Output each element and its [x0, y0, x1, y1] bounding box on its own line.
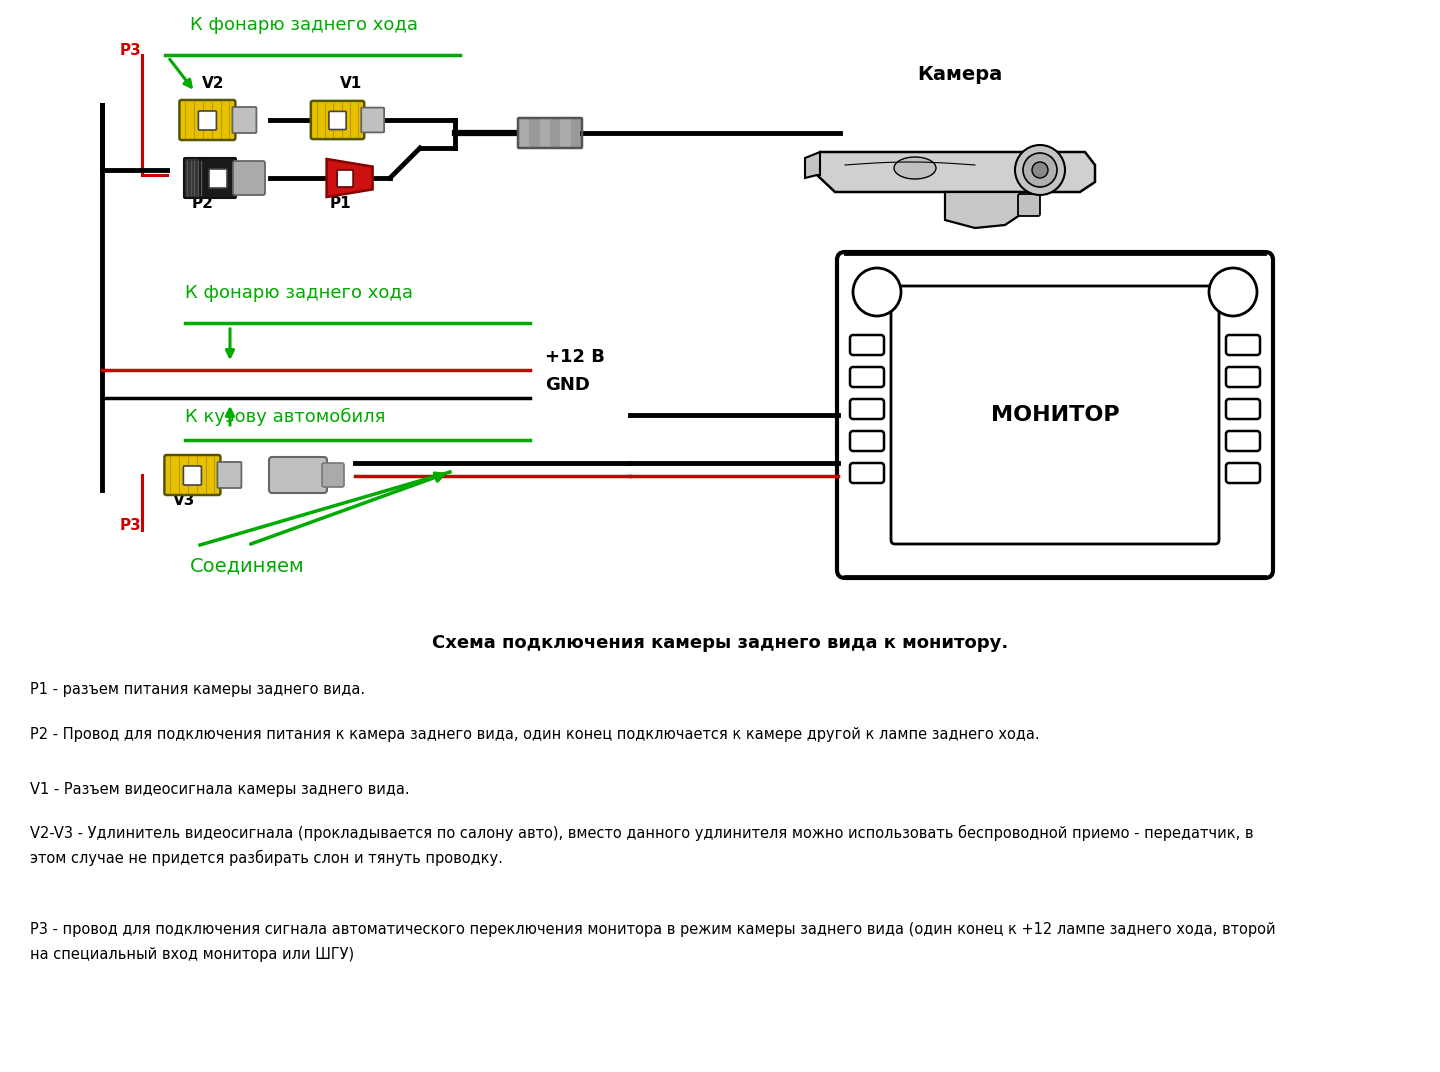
FancyBboxPatch shape: [1225, 334, 1260, 355]
FancyBboxPatch shape: [1225, 367, 1260, 387]
Text: Р1 - разъем питания камеры заднего вида.: Р1 - разъем питания камеры заднего вида.: [30, 682, 366, 697]
Circle shape: [1022, 153, 1057, 187]
FancyBboxPatch shape: [164, 455, 220, 495]
FancyBboxPatch shape: [183, 466, 202, 485]
FancyBboxPatch shape: [217, 462, 242, 488]
FancyBboxPatch shape: [850, 463, 884, 483]
FancyBboxPatch shape: [233, 161, 265, 195]
FancyBboxPatch shape: [361, 107, 384, 133]
Text: Р2 - Провод для подключения питания к камера заднего вида, один конец подключает: Р2 - Провод для подключения питания к ка…: [30, 727, 1040, 742]
FancyBboxPatch shape: [180, 100, 235, 140]
Ellipse shape: [894, 157, 936, 179]
Text: Р1: Р1: [330, 196, 351, 211]
Text: Р3: Р3: [120, 518, 141, 533]
FancyBboxPatch shape: [850, 431, 884, 451]
FancyBboxPatch shape: [328, 111, 346, 130]
Text: Камера: Камера: [917, 65, 1002, 84]
FancyBboxPatch shape: [184, 158, 204, 198]
Text: К фонарю заднего хода: К фонарю заднего хода: [184, 284, 413, 302]
FancyBboxPatch shape: [1225, 431, 1260, 451]
Text: Соединяем: Соединяем: [190, 557, 305, 576]
Bar: [560, 119, 570, 147]
FancyBboxPatch shape: [837, 252, 1273, 578]
Text: Р3 - провод для подключения сигнала автоматического переключения монитора в режи: Р3 - провод для подключения сигнала авто…: [30, 922, 1276, 937]
FancyBboxPatch shape: [850, 367, 884, 387]
Polygon shape: [816, 152, 1094, 192]
Text: +12 В: +12 В: [544, 348, 605, 366]
Bar: [518, 119, 530, 147]
FancyBboxPatch shape: [1018, 194, 1040, 215]
Polygon shape: [327, 159, 373, 197]
Polygon shape: [805, 152, 819, 178]
Text: V1 - Разъем видеосигнала камеры заднего вида.: V1 - Разъем видеосигнала камеры заднего …: [30, 781, 409, 796]
Text: V2: V2: [202, 76, 225, 91]
FancyBboxPatch shape: [1225, 399, 1260, 419]
Text: К фонарю заднего хода: К фонарю заднего хода: [190, 16, 418, 34]
Circle shape: [852, 268, 901, 316]
Text: V2-V3 - Удлинитель видеосигнала (прокладывается по салону авто), вместо данного : V2-V3 - Удлинитель видеосигнала (проклад…: [30, 825, 1253, 842]
Bar: [540, 119, 550, 147]
Text: на специальный вход монитора или ШГУ): на специальный вход монитора или ШГУ): [30, 947, 354, 962]
FancyBboxPatch shape: [891, 286, 1220, 544]
Text: GND: GND: [544, 376, 590, 394]
Bar: [550, 119, 560, 147]
Circle shape: [1015, 145, 1066, 195]
FancyBboxPatch shape: [337, 170, 353, 187]
Circle shape: [1210, 268, 1257, 316]
Polygon shape: [945, 192, 1020, 228]
Circle shape: [1032, 162, 1048, 178]
FancyBboxPatch shape: [200, 158, 236, 198]
Text: Схема подключения камеры заднего вида к монитору.: Схема подключения камеры заднего вида к …: [432, 634, 1008, 652]
Text: V3: V3: [173, 493, 196, 508]
Text: К кузову автомобиля: К кузову автомобиля: [184, 407, 386, 426]
Text: Р3: Р3: [120, 43, 141, 58]
Text: V1: V1: [340, 76, 363, 91]
FancyBboxPatch shape: [232, 107, 256, 133]
FancyBboxPatch shape: [850, 399, 884, 419]
Text: Р2: Р2: [192, 196, 215, 211]
Text: этом случае не придется разбирать слон и тянуть проводку.: этом случае не придется разбирать слон и…: [30, 850, 503, 866]
FancyBboxPatch shape: [199, 111, 216, 130]
Bar: [530, 119, 540, 147]
Text: МОНИТОР: МОНИТОР: [991, 405, 1119, 425]
Bar: [570, 119, 580, 147]
FancyBboxPatch shape: [850, 334, 884, 355]
FancyBboxPatch shape: [1225, 463, 1260, 483]
FancyBboxPatch shape: [209, 169, 228, 188]
FancyBboxPatch shape: [311, 101, 364, 139]
FancyBboxPatch shape: [323, 463, 344, 487]
FancyBboxPatch shape: [269, 457, 327, 493]
